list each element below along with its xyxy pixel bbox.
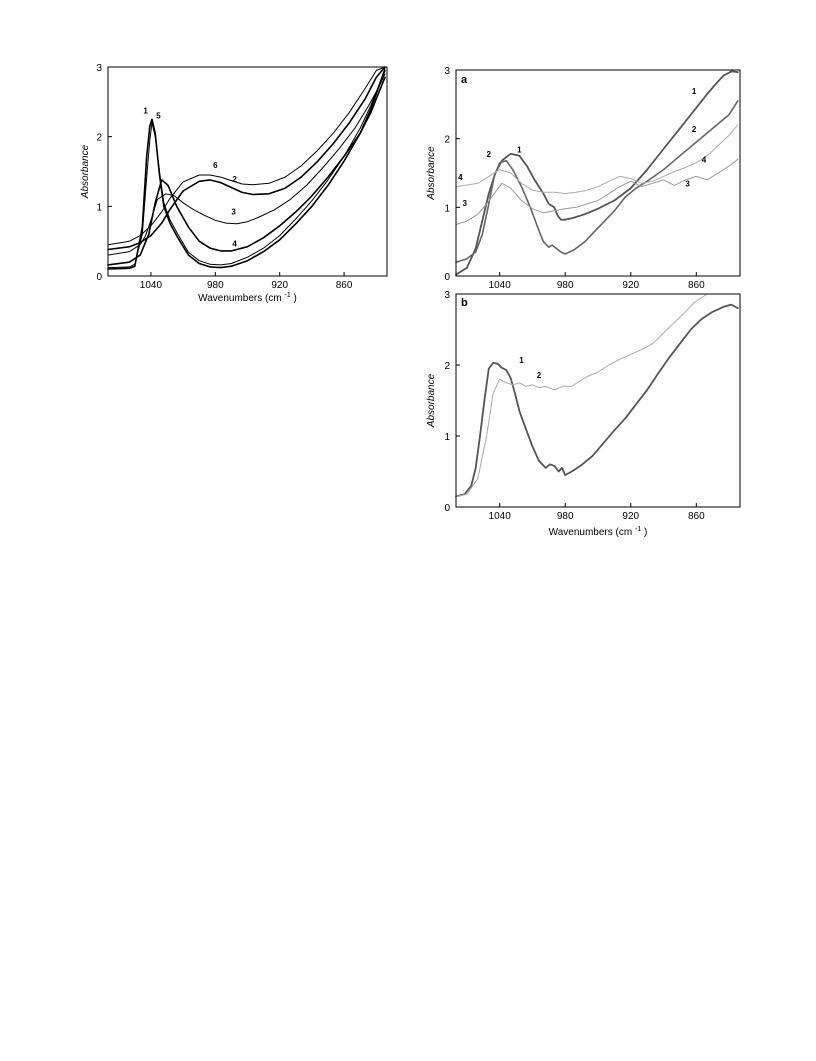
x-tick-label-right-a-920: 920 <box>622 280 639 291</box>
x-tick-label-right-a-980: 980 <box>557 280 574 291</box>
x-tick-label-right-a-860: 860 <box>688 280 705 291</box>
x-tick-label-right-b-980: 980 <box>557 511 574 522</box>
chart-right-a: 1040 980 920 860 0 1 2 3 Absorbance a 1 2 4 3 1 2 4 3 <box>426 66 741 291</box>
panel-letter-right-a: a <box>461 74 468 86</box>
curve-label-right-a-7: 3 <box>685 180 690 189</box>
y-axis-title-right-b: Absorbance <box>426 373 437 428</box>
series-line-left-1 <box>107 69 386 270</box>
curve-label-right-a-0: 1 <box>517 145 522 154</box>
y-tick-label-right-b-1: 1 <box>444 432 450 443</box>
y-tick-label-left-3: 3 <box>96 63 102 74</box>
y-tick-label-left-2: 2 <box>96 133 102 144</box>
x-tick-label-right-b-920: 920 <box>622 511 639 522</box>
x-tick-label-left-980: 980 <box>207 280 224 291</box>
x-tick-label-right-a-1040: 1040 <box>489 280 512 291</box>
plot-frame-left <box>107 66 388 277</box>
curve-label-right-a-1: 2 <box>487 150 492 159</box>
curve-label-left-2: 6 <box>213 161 218 170</box>
x-axis-title-right-b: Wavenumbers (cm -1 ) <box>549 526 648 538</box>
curve-label-right-a-2: 4 <box>458 173 463 182</box>
curve-label-right-a-4: 1 <box>692 87 697 96</box>
y-tick-label-right-a-0: 0 <box>444 272 450 283</box>
y-tick-label-right-b-3: 3 <box>444 290 450 301</box>
y-tick-label-right-b-2: 2 <box>444 361 450 372</box>
chart-right-b: 1040 980 920 860 0 1 2 3 Absorbance Wavenumbers (… <box>426 290 741 538</box>
curve-label-left-3: 2 <box>232 175 237 184</box>
series-line-left-6 <box>107 66 386 246</box>
curve-label-left-0: 1 <box>143 107 148 116</box>
series-line-right-a-2 <box>455 100 739 264</box>
plot-frame-right-b <box>455 293 741 508</box>
y-tick-label-left-1: 1 <box>96 202 102 213</box>
curve-label-right-b-0: 1 <box>519 356 524 365</box>
series-line-left-2 <box>107 66 386 251</box>
series-line-right-b-1 <box>455 303 739 498</box>
curve-label-right-a-3: 3 <box>463 199 468 208</box>
x-axis-title-left: Wavenumbers (cm -1 ) <box>198 292 297 304</box>
y-axis-title-left: Absorbance <box>80 144 91 199</box>
curve-label-left-5: 4 <box>232 240 237 249</box>
series-line-right-a-1 <box>455 70 739 276</box>
panel-letter-right-b: b <box>461 297 468 309</box>
y-tick-label-right-a-2: 2 <box>444 135 450 146</box>
series-line-right-a-3 <box>455 158 739 225</box>
x-tick-label-right-b-1040: 1040 <box>489 511 512 522</box>
curve-label-right-b-1: 2 <box>537 371 542 380</box>
curve-label-left-1: 5 <box>156 112 161 121</box>
y-tick-label-right-a-3: 3 <box>444 66 450 77</box>
series-line-right-a-4 <box>455 124 739 195</box>
x-tick-label-left-920: 920 <box>271 280 288 291</box>
series-line-left-5 <box>107 67 386 269</box>
y-tick-label-right-a-1: 1 <box>444 203 450 214</box>
x-tick-label-left-1040: 1040 <box>140 280 163 291</box>
chart-left: 1040 980 920 860 0 1 2 3 Absorbance Wavenumbers (… <box>80 63 388 304</box>
y-tick-label-right-b-0: 0 <box>444 503 450 514</box>
x-tick-label-right-b-860: 860 <box>688 511 705 522</box>
curve-label-right-a-6: 4 <box>702 156 707 165</box>
curve-label-right-a-5: 2 <box>692 125 697 134</box>
x-tick-label-left-860: 860 <box>336 280 353 291</box>
series-line-right-b-2 <box>455 293 708 497</box>
series-line-left-4 <box>107 76 386 266</box>
y-axis-title-right-a: Absorbance <box>426 146 437 201</box>
y-tick-label-left-0: 0 <box>96 272 102 283</box>
plot-frame-right-a <box>455 69 741 277</box>
curve-label-left-4: 3 <box>231 208 236 217</box>
